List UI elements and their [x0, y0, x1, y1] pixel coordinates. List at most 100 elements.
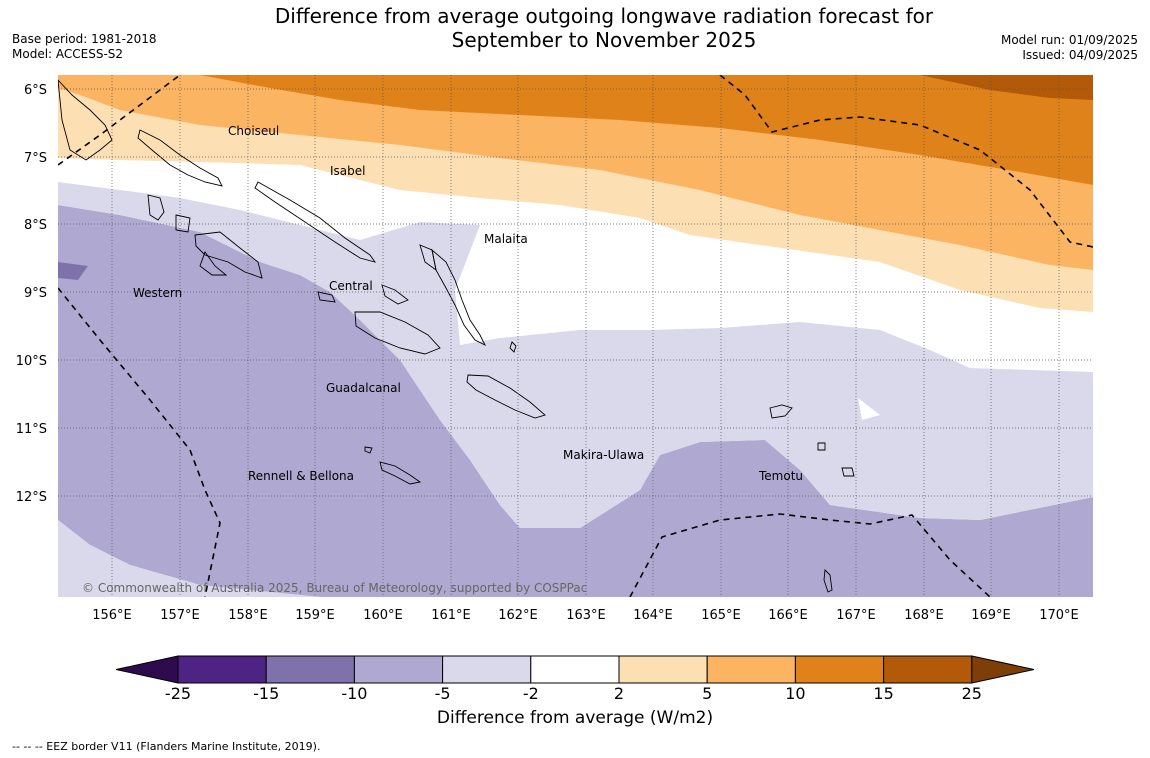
colorbar-cells: [115, 655, 1035, 684]
region-label: Western: [133, 286, 182, 300]
band-minus15-minus10: [58, 262, 88, 280]
isabel-island: [254, 181, 377, 263]
lat-label: 7°S: [24, 151, 47, 166]
colorbar-cell: [265, 655, 355, 684]
colorbar-cell: [883, 655, 973, 684]
lon-label: 158°E: [228, 608, 268, 623]
latitude-labels: 6°S 7°S 8°S 9°S 10°S 11°S 12°S: [16, 83, 47, 505]
title-line-2: September to November 2025: [451, 28, 757, 52]
colorbar-label: Difference from average (W/m2): [436, 708, 714, 728]
lon-label: 161°E: [431, 608, 471, 623]
colorbar-tick-label: 5: [702, 684, 712, 703]
bellona-island: [364, 446, 373, 454]
colorbar-cell: [530, 655, 620, 684]
lon-label: 157°E: [160, 608, 200, 623]
copyright-text: © Commonwealth of Australia 2025, Bureau…: [82, 581, 587, 595]
vella-lavella-island: [147, 194, 165, 221]
region-label: Choiseul: [228, 124, 279, 138]
lat-label: 8°S: [24, 218, 47, 233]
eez-border-west: [58, 287, 221, 597]
bougainville-island: [58, 79, 113, 161]
colorbar-cell: [618, 655, 708, 684]
lon-label: 166°E: [768, 608, 808, 623]
region-label: Temotu: [758, 469, 803, 483]
lon-label: 168°E: [904, 608, 944, 623]
eez-border-northeast: [719, 75, 1093, 248]
chart-title: Difference from average outgoing longwav…: [200, 4, 1008, 52]
lat-label: 11°S: [16, 422, 47, 437]
makira-island: [466, 374, 546, 419]
lon-label: 163°E: [566, 608, 606, 623]
colorbar-cell: [706, 655, 796, 684]
model-name: Model: ACCESS-S2: [12, 47, 124, 61]
lon-label: 156°E: [92, 608, 132, 623]
lat-label: 6°S: [24, 83, 47, 98]
meta-right: Model run: 01/09/2025 Issued: 04/09/2025: [1001, 33, 1138, 63]
lat-label: 10°S: [16, 354, 47, 369]
band-minus5-minus2: [58, 182, 1093, 528]
band-10-15: [200, 75, 1093, 185]
neutral-patch: [858, 398, 880, 420]
band-15-25: [920, 75, 1093, 100]
gridlines: [58, 75, 1093, 597]
map-field: [58, 75, 1093, 597]
model-run: Model run: 01/09/2025: [1000, 33, 1138, 47]
eez-border: [58, 75, 1093, 597]
colorbar-tick-label: -15: [253, 684, 279, 703]
longitude-labels: 156°E 157°E 158°E 159°E 160°E 161°E 162°E 163°E…: [92, 608, 1079, 623]
base-period: Base period: 1981-2018: [12, 32, 157, 46]
region-label: Malaita: [484, 232, 528, 246]
rennell-island: [379, 461, 422, 485]
colorbar-extend-low: [115, 655, 179, 684]
lon-label: 164°E: [633, 608, 673, 623]
colorbar-tick-label: 10: [785, 684, 805, 703]
lon-label: 162°E: [498, 608, 538, 623]
guadalcanal-island: [354, 311, 441, 355]
vanikoro-island: [817, 442, 826, 451]
region-label: Rennell & Bellona: [248, 469, 354, 483]
russell-islands: [317, 291, 336, 303]
ulawa-island: [509, 341, 517, 353]
lon-label: 170°E: [1039, 608, 1079, 623]
colorbar-cell: [442, 655, 532, 684]
malaita-island: [431, 248, 487, 347]
santa-cruz-island: [769, 404, 793, 419]
lat-label: 12°S: [16, 490, 47, 505]
lat-label: 9°S: [24, 286, 47, 301]
eez-border-south: [629, 513, 991, 597]
lon-label: 167°E: [836, 608, 876, 623]
colorbar-cell: [177, 655, 267, 684]
colorbar-tick-label: -5: [435, 684, 451, 703]
forecast-map: 6°S 7°S 8°S 9°S 10°S 11°S 12°S 156°E 157°E 158°E…: [16, 75, 1093, 623]
meta-left: Base period: 1981-2018 Model: ACCESS-S2: [12, 32, 157, 62]
issued-date: Issued: 04/09/2025: [1022, 48, 1138, 62]
colorbar-tick-label: 15: [873, 684, 893, 703]
new-georgia-island: [194, 231, 263, 279]
colorbar-tick-label: 2: [614, 684, 624, 703]
choiseul-island: [137, 129, 223, 187]
rendova-island: [199, 251, 228, 276]
region-labels: Choiseul Isabel Malaita Central Western Guada…: [133, 124, 803, 483]
colorbar-cell: [794, 655, 885, 684]
kolombangara-island: [175, 214, 191, 233]
band-minus5-minus2-sw: [58, 520, 320, 597]
colorbar-tick-label: 25: [962, 684, 982, 703]
tikopia-island: [841, 467, 855, 477]
title-line-1: Difference from average outgoing longwav…: [274, 4, 934, 28]
colorbar-tick-label: -25: [165, 684, 191, 703]
lon-label: 160°E: [363, 608, 403, 623]
eez-border-northwest: [58, 75, 181, 166]
colorbar-ticks: -25 -15 -10 -5 -2 2 5 10 15 25: [165, 684, 982, 703]
colorbar-tick-label: -10: [341, 684, 367, 703]
florida-islands: [381, 284, 409, 305]
colorbar-extend-high: [971, 655, 1035, 684]
eez-legend-note: -- -- -- EEZ border V11 (Flanders Marine…: [12, 740, 321, 753]
region-label: Isabel: [330, 164, 365, 178]
colorbar-tick-label: -2: [523, 684, 539, 703]
lon-label: 165°E: [701, 608, 741, 623]
region-label: Guadalcanal: [326, 381, 401, 395]
region-label: Central: [329, 279, 373, 293]
southern-islet: [823, 569, 833, 593]
band-minus10-minus5: [58, 205, 1093, 597]
